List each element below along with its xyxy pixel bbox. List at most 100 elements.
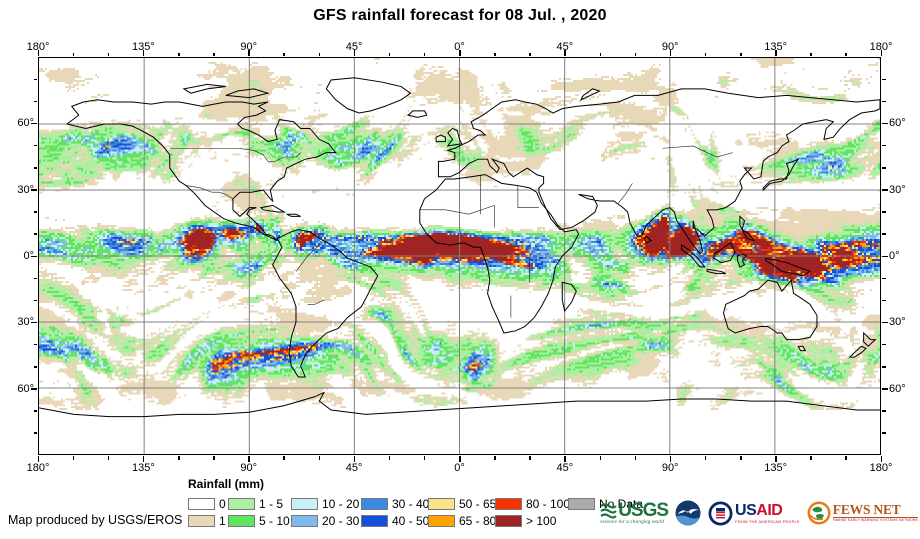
axis-tick <box>845 52 847 56</box>
axis-tick <box>529 456 531 460</box>
axis-tick <box>353 456 356 462</box>
axis-tick <box>33 167 37 169</box>
coastline <box>407 110 428 118</box>
country-border <box>169 147 301 162</box>
axis-tick <box>283 52 285 56</box>
axis-tick <box>72 456 75 460</box>
legend-swatch <box>228 498 255 510</box>
coastline <box>419 174 580 334</box>
coastline <box>435 134 446 143</box>
axis-tick <box>882 100 886 103</box>
coastline <box>848 345 867 358</box>
axis-tick <box>880 456 882 462</box>
legend-label: 80 - 100 <box>526 497 571 511</box>
country-border <box>618 183 633 204</box>
country-border <box>662 145 733 158</box>
axis-tick <box>142 456 145 462</box>
axis-tick <box>494 52 496 56</box>
lon-label-top: 180° <box>26 41 50 53</box>
axis-tick <box>33 299 37 302</box>
axis-tick <box>33 233 37 235</box>
legend-title: Rainfall (mm) <box>188 477 265 491</box>
axis-tick <box>882 167 886 169</box>
lon-label-bottom: 135° <box>764 462 788 474</box>
map-frame <box>38 57 881 455</box>
legend-label: No Data <box>599 497 644 511</box>
axis-tick <box>353 50 356 56</box>
legend-swatch <box>228 515 255 527</box>
axis-tick <box>31 122 37 125</box>
axis-tick <box>599 52 601 56</box>
lon-label-top: 90° <box>240 41 258 53</box>
lat-label-left: 30° <box>17 183 34 196</box>
axis-tick <box>33 211 37 213</box>
coastline <box>325 77 412 114</box>
axis-tick <box>775 456 777 462</box>
axis-tick <box>178 52 180 56</box>
axis-tick <box>423 456 426 460</box>
lat-label-left: 60° <box>17 382 34 395</box>
coastline <box>722 279 818 341</box>
axis-tick <box>459 456 461 462</box>
legend-swatch <box>291 498 318 510</box>
axis-tick <box>318 52 320 56</box>
axis-tick <box>882 78 886 81</box>
lon-label-top: 135° <box>764 41 788 53</box>
axis-tick <box>459 50 461 56</box>
legend-label: 0 <box>219 497 226 511</box>
coastline <box>706 268 726 275</box>
lon-label-bottom: 180° <box>26 462 50 474</box>
legend-label: > 100 <box>526 514 557 528</box>
legend-swatch <box>568 498 595 510</box>
axis-tick <box>37 50 39 56</box>
coastline <box>762 157 800 192</box>
attribution-text: Map produced by USGS/EROS <box>8 513 183 527</box>
axis-tick <box>178 456 180 460</box>
legend-label: 1 - 5 <box>259 497 284 511</box>
legend-swatch <box>428 515 455 527</box>
axis-tick <box>33 410 37 412</box>
lon-label-top: 0° <box>454 41 465 53</box>
axis-tick <box>882 388 888 390</box>
fewsnet-logo: FEWS NET FAMINE EARLY WARNING SYSTEMS NE… <box>807 501 918 525</box>
fewsnet-tagline: FAMINE EARLY WARNING SYSTEMS NETWORK <box>832 517 918 523</box>
lat-label-right: 30° <box>889 316 906 329</box>
coastline <box>579 88 602 101</box>
coastline <box>65 99 337 242</box>
coastline <box>797 345 807 352</box>
fewsnet-globe-icon <box>807 501 831 525</box>
usgs-logo: USGS science for a changing world <box>600 501 669 525</box>
coastline <box>680 244 706 268</box>
axis-tick <box>634 52 637 56</box>
axis-tick <box>388 456 391 460</box>
coastline <box>446 127 463 147</box>
axis-tick <box>31 321 37 324</box>
axis-tick <box>494 456 496 460</box>
axis-tick <box>740 456 742 460</box>
legend-swatch <box>188 498 215 510</box>
axis-tick <box>882 366 886 368</box>
axis-tick <box>107 52 110 56</box>
axis-tick <box>810 52 812 56</box>
legend-label: 20 - 30 <box>322 514 360 528</box>
coastline <box>286 213 301 217</box>
axis-tick <box>704 456 707 460</box>
coastline <box>739 215 756 242</box>
lat-label-right: 60° <box>889 382 906 395</box>
usgs-wave-icon <box>600 503 617 519</box>
coastline <box>182 83 226 94</box>
lon-label-bottom: 45° <box>345 462 363 474</box>
lat-label-left: 60° <box>17 117 34 130</box>
axis-tick <box>880 50 882 56</box>
lat-label-right: 30° <box>889 183 906 196</box>
axis-tick <box>31 388 37 390</box>
legend-swatch <box>361 498 388 510</box>
axis-tick <box>882 233 886 235</box>
partner-logos: USGS science for a changing world USAID … <box>600 498 918 528</box>
axis-tick <box>634 456 637 460</box>
legend-swatch <box>428 498 455 510</box>
axis-tick <box>882 144 886 147</box>
coastline <box>561 281 577 313</box>
axis-tick <box>248 50 250 56</box>
lon-label-top: 45° <box>556 41 574 53</box>
